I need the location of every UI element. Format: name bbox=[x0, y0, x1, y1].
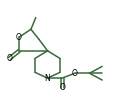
Text: O: O bbox=[72, 69, 78, 78]
Text: N: N bbox=[45, 74, 50, 83]
Text: O: O bbox=[15, 33, 21, 42]
Text: O: O bbox=[6, 54, 12, 63]
Text: O: O bbox=[59, 83, 65, 92]
